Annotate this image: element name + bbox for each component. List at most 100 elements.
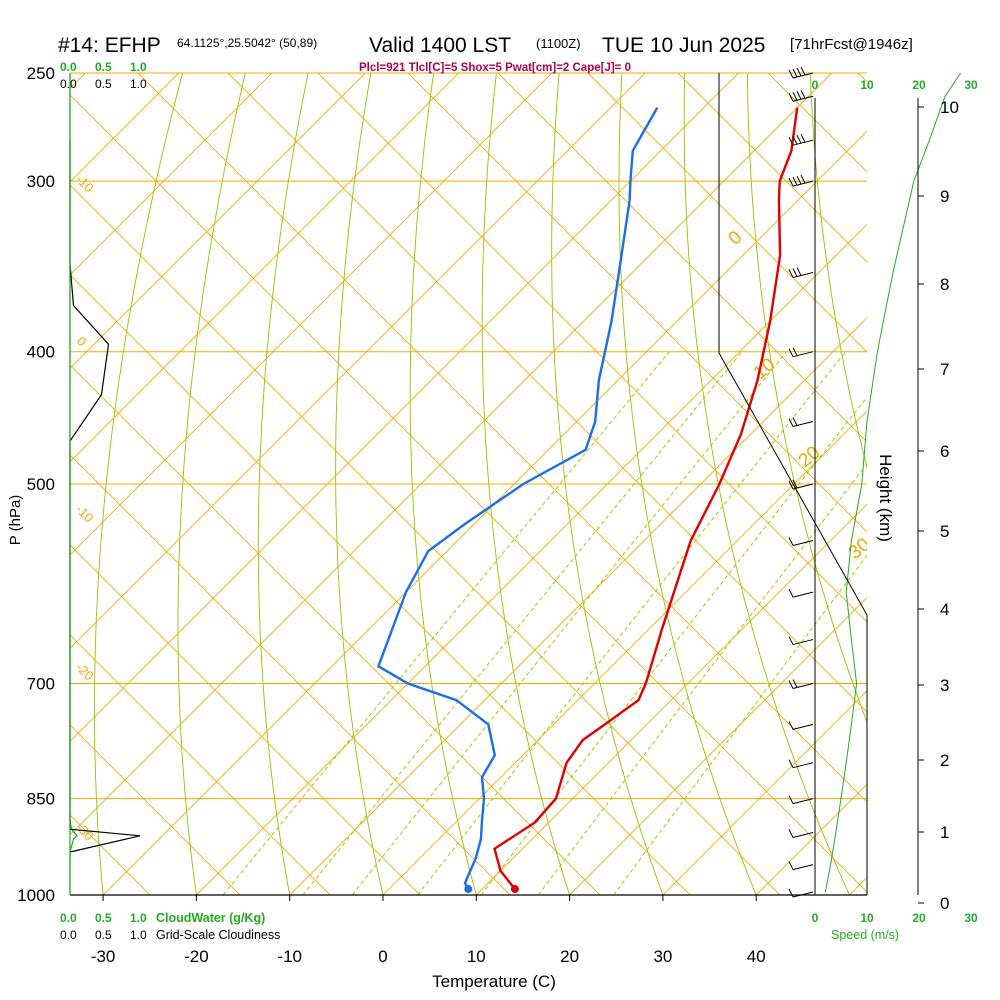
wind-barb-flag: [788, 69, 794, 79]
cloudiness-label: Grid-Scale Cloudiness: [156, 928, 280, 942]
adiabat-diagonal: [70, 544, 421, 895]
side-panels: 0.00.00.50.51.01.00.00.00.50.51.01.00010…: [60, 60, 978, 942]
wind-barb-flag: [788, 861, 794, 870]
isotherm-label: -20: [73, 660, 97, 684]
cloudwater-tick-top: 0.0: [60, 60, 77, 74]
wind-speed-trace: [824, 72, 962, 893]
dry-adiabat: [177, 73, 246, 895]
mixing-ratio-line: [613, 554, 867, 895]
dry-adiabat: [683, 73, 850, 895]
pressure-tick-label: 500: [27, 475, 55, 494]
adiabat-diagonal: [70, 634, 331, 895]
cloudiness-tick-bottom: 1.0: [130, 928, 147, 942]
temperature-tick-label: -10: [277, 947, 302, 966]
wind-barb-staff: [792, 832, 814, 839]
wind-barb-staff: [792, 272, 814, 278]
mixing-ratio-line: [222, 351, 670, 895]
speed-tick-bottom: 20: [912, 911, 926, 925]
speed-tick-top: 0: [812, 78, 819, 92]
wind-barb-flag: [788, 348, 794, 357]
height-tick-label: 4: [940, 600, 949, 619]
height-tick-label: 0: [940, 894, 949, 913]
pressure-tick-label: 850: [27, 790, 55, 809]
wind-barb-flag: [800, 66, 806, 76]
temperature-tick-label: 0: [378, 947, 387, 966]
profile-layer: [376, 107, 799, 894]
wind-barb-flag: [792, 479, 798, 489]
isotherm-line: [475, 503, 867, 895]
isotherm-line: [70, 73, 459, 463]
wind-barb-flag: [796, 134, 802, 144]
mixing-ratio-line: [352, 351, 787, 895]
wind-barb-flag: [788, 759, 794, 768]
wind-barb-flag: [788, 177, 794, 187]
wind-barb-flag: [796, 175, 802, 185]
speed-tick-top: 20: [912, 78, 926, 92]
cloudiness-tick-bottom: 0.0: [60, 928, 77, 942]
wind-barb: [788, 795, 814, 805]
adiabat-diagonal: [497, 73, 867, 443]
cloudwater-tick-bottom: 1.0: [130, 911, 147, 925]
temperature-tick-label: 40: [747, 947, 766, 966]
wind-barb-flag: [788, 93, 794, 102]
temperature-tick-label: 20: [560, 947, 579, 966]
dry-adiabat: [551, 73, 664, 895]
wind-barb-flag: [792, 68, 798, 78]
wind-barb-staff: [792, 723, 814, 730]
wind-barb-flag: [796, 267, 802, 276]
wind-barb: [788, 133, 814, 146]
wind-barb-staff: [792, 483, 814, 490]
x-axis-title: Temperature (C): [432, 972, 556, 991]
y-axis-title: P (hPa): [7, 495, 24, 546]
isotherm-label: 20: [795, 442, 825, 472]
stability-indices: Plcl=921 Tlcl[C]=5 Shox=5 Pwat[cm]=2 Cap…: [359, 62, 631, 74]
isotherm-line: [849, 876, 867, 895]
isotherm-line: [70, 73, 273, 276]
height-tick-label: 5: [940, 522, 949, 541]
height-axis-title: Height (km): [876, 454, 895, 542]
cloudiness-tick-top: 0.5: [95, 77, 112, 91]
wind-barb: [788, 479, 814, 490]
temperature-profile-surface-point: [510, 885, 519, 894]
wind-barb: [788, 759, 814, 769]
wind-barb-staff: [792, 798, 814, 805]
mixing-ratio-label: 3: [343, 903, 360, 917]
wind-barb-flag: [800, 174, 806, 184]
height-tick-label: 2: [940, 751, 949, 770]
dry-adiabat: [746, 73, 867, 724]
pressure-tick-label: 300: [27, 172, 55, 191]
temperature-tick-label: -20: [184, 947, 209, 966]
isotherm-line: [662, 690, 867, 895]
height-tick-label: 1: [940, 823, 949, 842]
cloudwater-tick-top: 0.5: [95, 60, 112, 74]
isotherm-label: 10: [750, 354, 780, 384]
wind-barb-staff: [792, 683, 814, 689]
mixing-ratio-line: [302, 351, 743, 895]
wind-barb-flag: [792, 417, 798, 426]
isotherm-line: [569, 596, 867, 895]
mixing-ratio-line: [537, 463, 867, 895]
wind-barb-flag: [788, 721, 794, 730]
mixing-ratio-line: [480, 396, 867, 895]
dry-adiabat: [618, 73, 757, 895]
wind-barb-staff: [792, 639, 814, 646]
forecast-info: [71hrFcst@1946z]: [790, 36, 913, 53]
adiabat-diagonal: [587, 73, 867, 353]
wind-barb-staff: [792, 864, 814, 871]
wind-barb-flag: [796, 91, 802, 100]
wind-barb-flag: [788, 829, 794, 838]
valid-date: TUE 10 Jun 2025: [602, 34, 765, 57]
wind-barb: [788, 537, 814, 546]
wind-barb-flag: [792, 176, 798, 186]
adiabat-diagonal: [70, 724, 241, 895]
height-tick-label: 10: [940, 98, 959, 117]
mixing-ratio-label: 8: [472, 903, 489, 917]
temperature-tick-label: 30: [653, 947, 672, 966]
wind-barb-flag: [800, 133, 806, 143]
height-tick-label: 7: [940, 360, 949, 379]
pressure-tick-label: 700: [27, 675, 55, 694]
dry-adiabat-label: 0: [74, 334, 90, 350]
cloudiness-tick-top: 0.0: [60, 77, 77, 91]
speed-tick-bottom: 30: [964, 911, 978, 925]
